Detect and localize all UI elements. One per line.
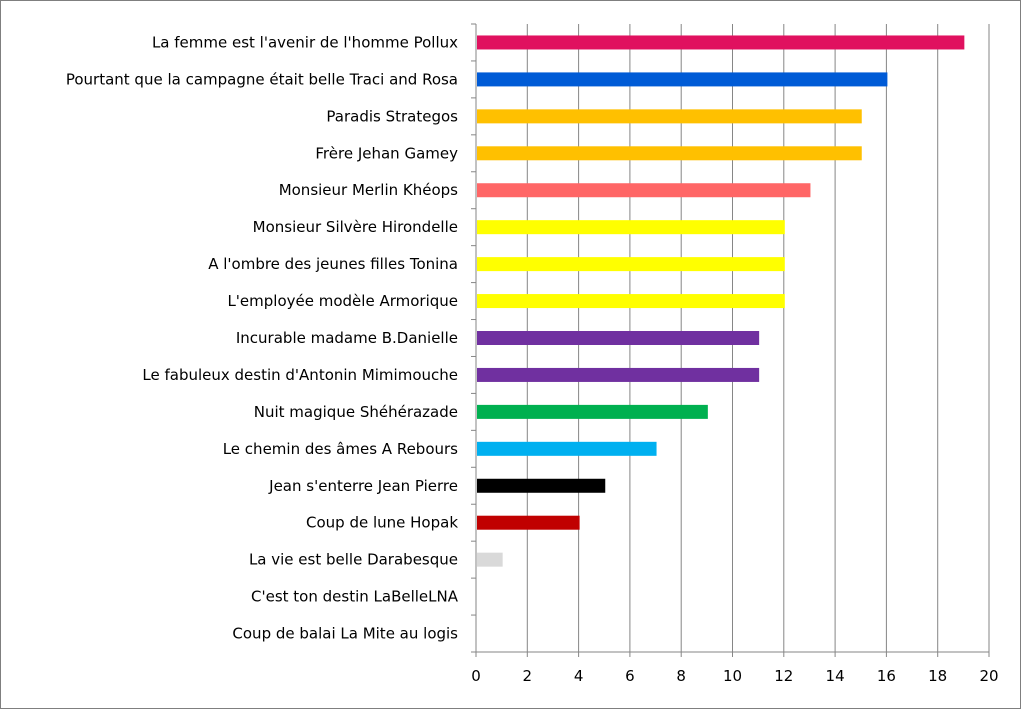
bar <box>477 441 657 456</box>
category-label: La vie est belle Darabesque <box>249 551 458 569</box>
category-label: Coup de lune Hopak <box>306 514 458 532</box>
category-label: A l'ombre des jeunes filles Tonina <box>208 255 458 273</box>
x-tick-label: 4 <box>574 667 584 685</box>
category-label: Jean s'enterre Jean Pierre <box>268 477 458 495</box>
x-tick-label: 16 <box>877 667 896 685</box>
category-label: L'employée modèle Armorique <box>227 292 458 310</box>
bar <box>477 220 785 235</box>
bar <box>477 331 760 345</box>
x-tick-label: 14 <box>826 667 845 685</box>
x-tick-label: 20 <box>979 667 998 685</box>
category-label: Monsieur Silvère Hirondelle <box>253 218 458 236</box>
x-tick-label: 10 <box>723 667 742 685</box>
category-label: Le chemin des âmes A Rebours <box>223 440 458 458</box>
bar <box>477 183 811 198</box>
bar <box>477 478 606 493</box>
bar <box>477 35 965 50</box>
bar <box>477 404 708 419</box>
category-label: Incurable madame B.Danielle <box>236 329 458 347</box>
category-label: Frère Jehan Gamey <box>315 144 458 162</box>
bar <box>477 367 760 382</box>
category-label: La femme est l'avenir de l'homme Pollux <box>152 33 458 51</box>
category-label: Monsieur Merlin Khéops <box>279 181 458 199</box>
category-label: Pourtant que la campagne était belle Tra… <box>66 70 458 88</box>
category-label: Paradis Strategos <box>326 107 458 125</box>
bar <box>477 109 862 124</box>
category-label: Nuit magique Shéhérazade <box>254 403 458 421</box>
x-tick-label: 8 <box>676 667 686 685</box>
category-label: C'est ton destin LaBelleLNA <box>251 588 459 606</box>
bar <box>477 257 785 272</box>
x-tick-label: 6 <box>625 667 635 685</box>
category-label: Coup de balai La Mite au logis <box>232 625 458 643</box>
bar <box>477 72 888 87</box>
x-tick-label: 2 <box>523 667 533 685</box>
category-label: Le fabuleux destin d'Antonin Mimimouche <box>142 366 458 384</box>
x-tick-label: 12 <box>774 667 793 685</box>
x-tick-label: 18 <box>928 667 947 685</box>
x-tick-label: 0 <box>471 667 481 685</box>
bar <box>477 146 862 161</box>
bar <box>477 294 785 309</box>
bar <box>477 552 503 567</box>
bar <box>477 515 580 530</box>
